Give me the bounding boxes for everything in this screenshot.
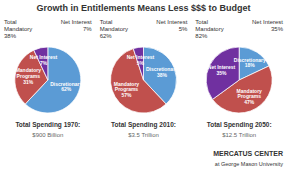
data-label: 35% — [217, 70, 228, 76]
data-label: 38% — [157, 72, 168, 78]
annotation: TotalMandatory62% — [100, 19, 128, 39]
pie-subtitle: $3.5 Trillion — [128, 132, 159, 138]
pie-title: Total Spending 1970: — [15, 121, 80, 129]
annotation: TotalMandatory38% — [4, 19, 32, 39]
data-label: 18% — [245, 62, 256, 68]
data-label: 47% — [244, 99, 255, 105]
pie-title: Total Spending 2010: — [111, 121, 176, 129]
pie: Discretionary62%MandatoryPrograms31%Net … — [15, 47, 83, 113]
logo-text: MERCATUS CENTER — [213, 150, 283, 157]
pie: Discretionary38%MandatoryPrograms57%Net … — [111, 47, 179, 113]
slice-label: MandatoryPrograms — [114, 81, 140, 93]
slice-label: MandatoryPrograms — [237, 88, 263, 100]
pie: Discretionary18%MandatoryPrograms47%Net … — [206, 47, 272, 113]
data-label: 57% — [121, 92, 132, 98]
title: Growth in Entitlements Means Less $$$ to… — [36, 3, 250, 13]
pie-slice — [206, 47, 239, 99]
chart: Growth in Entitlements Means Less $$$ to… — [0, 0, 287, 176]
pie-slice — [111, 49, 167, 113]
data-label: 62% — [61, 86, 72, 92]
pie-title: Total Spending 2050: — [207, 121, 272, 129]
annotation: Net Interest5% — [156, 19, 188, 32]
data-label: 7% — [40, 60, 48, 66]
data-label: 31% — [23, 79, 34, 85]
annotation: Net Interest7% — [61, 19, 93, 32]
data-label: 5% — [137, 60, 145, 66]
slice-label: MandatoryPrograms — [16, 68, 42, 80]
logo-text: at George Mason University — [215, 161, 283, 167]
annotation: Net Interest35% — [252, 19, 284, 32]
annotation: TotalMandatory82% — [195, 19, 223, 39]
pie-subtitle: $12.5 Trillion — [222, 132, 256, 138]
pie-subtitle: $900 Billion — [32, 132, 63, 138]
